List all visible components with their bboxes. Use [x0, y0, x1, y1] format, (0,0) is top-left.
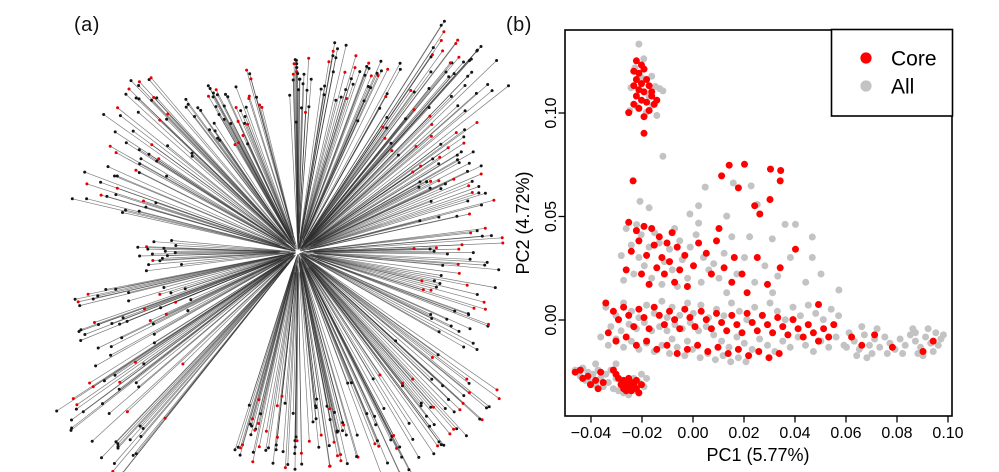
x-tick-label: 0.00: [677, 425, 708, 442]
legend-dot-all: [860, 80, 872, 92]
panel-a-label: (a): [74, 14, 100, 36]
x-axis-ticks: −0.04 −0.02 0.00 0.02 0.04 0.06 0.08 0.10: [571, 416, 964, 442]
tree-branches: [56, 21, 509, 472]
legend: Core All: [830, 28, 954, 117]
legend-label-core: Core: [891, 48, 937, 71]
x-tick-label: 0.06: [830, 425, 861, 442]
x-tick-label: −0.02: [622, 425, 663, 442]
x-tick-label: 0.10: [932, 425, 963, 442]
x-tick-label: 0.02: [728, 425, 759, 442]
tree-tip-dots: [55, 19, 510, 472]
y-axis-label: PC2 (4.72%): [513, 171, 533, 274]
legend-label-all: All: [891, 76, 914, 99]
scatter-series-core: [571, 57, 937, 397]
x-tick-label: 0.04: [779, 425, 810, 442]
y-tick-label: 0.05: [543, 201, 560, 232]
legend-dot-core: [860, 52, 872, 64]
x-tick-label: 0.08: [881, 425, 912, 442]
y-axis-ticks: 0.00 0.05 0.10: [543, 97, 565, 336]
legend-box: [830, 28, 954, 117]
x-axis-label: PC1 (5.77%): [706, 445, 809, 465]
panel-b-label: (b): [506, 14, 532, 36]
plot-box: [564, 29, 953, 417]
y-tick-label: 0.10: [543, 97, 560, 128]
x-tick-label: −0.04: [571, 425, 612, 442]
scatter-series-all: [571, 40, 947, 399]
y-tick-label: 0.00: [543, 304, 560, 335]
